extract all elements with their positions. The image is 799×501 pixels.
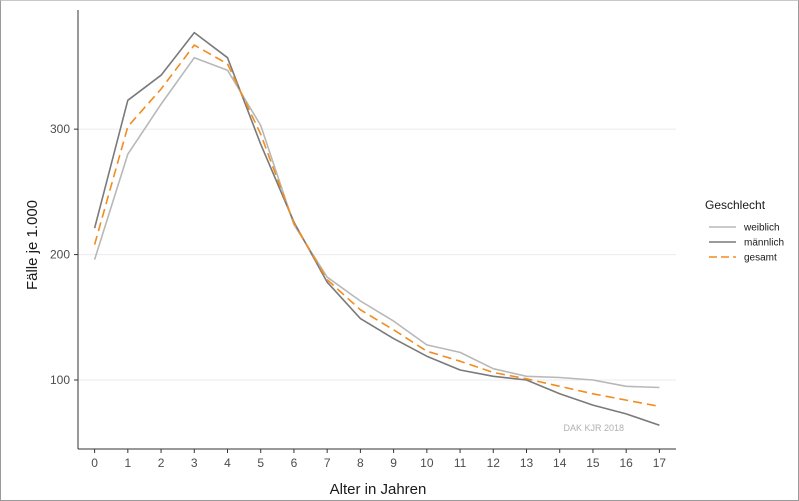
x-tick-label-15: 15 (586, 456, 600, 470)
y-tick-label-300: 300 (50, 122, 70, 136)
series-line-gesamt (93, 44, 660, 408)
x-tick-label-12: 12 (487, 456, 501, 470)
legend-items: weiblich männlich gesamt (709, 223, 784, 264)
legend: Geschlecht weiblich männlich gesamt (705, 198, 784, 264)
x-tick-label-14: 14 (553, 456, 567, 470)
x-tick-label-17: 17 (653, 456, 667, 470)
series-line-männlich (93, 31, 660, 426)
legend-label-gesamt: gesamt (744, 253, 777, 264)
y-tick-label-100: 100 (50, 373, 70, 387)
x-axis-title: Alter in Jahren (330, 481, 427, 498)
x-tick-label-10: 10 (420, 456, 434, 470)
x-axis-ticks: 0 1 2 3 4 5 6 7 8 9 10 11 12 13 14 15 16 17 (91, 449, 666, 470)
x-tick-label-9: 9 (390, 456, 397, 470)
x-tick-label-16: 16 (619, 456, 633, 470)
x-tick-label-2: 2 (158, 456, 165, 470)
x-tick-label-3: 3 (191, 456, 198, 470)
legend-label-weiblich: weiblich (743, 223, 780, 234)
x-tick-label-0: 0 (91, 456, 98, 470)
y-axis-ticks: 100 200 300 (50, 122, 78, 387)
x-tick-label-8: 8 (357, 456, 364, 470)
grid-lines (78, 128, 676, 381)
axes (77, 10, 676, 450)
y-axis-title: Fälle je 1.000 (24, 200, 41, 290)
x-tick-label-7: 7 (324, 456, 331, 470)
x-tick-label-5: 5 (257, 456, 264, 470)
series-layer (93, 31, 660, 426)
x-tick-label-13: 13 (520, 456, 534, 470)
x-tick-label-4: 4 (224, 456, 231, 470)
legend-title: Geschlecht (705, 198, 766, 212)
x-tick-label-1: 1 (124, 456, 131, 470)
series-line-weiblich (93, 56, 660, 389)
y-tick-label-200: 200 (50, 248, 70, 262)
watermark-text: DAK KJR 2018 (563, 423, 624, 433)
x-tick-label-6: 6 (291, 456, 298, 470)
legend-label-männlich: männlich (744, 238, 784, 249)
x-tick-label-11: 11 (454, 456, 467, 470)
